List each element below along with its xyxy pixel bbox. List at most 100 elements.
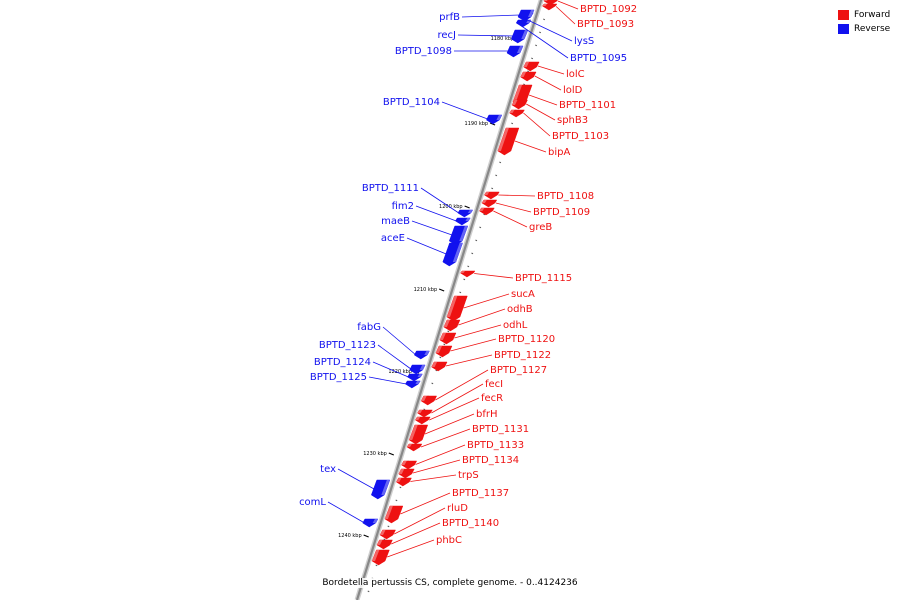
gene-label[interactable]: rluD <box>447 503 468 514</box>
gene-label[interactable]: bfrH <box>476 409 498 420</box>
gene-label[interactable]: BPTD_1095 <box>570 53 627 64</box>
gene-label[interactable]: phbC <box>436 535 462 546</box>
gene-glyph[interactable] <box>446 295 468 322</box>
gene-label[interactable]: lysS <box>574 36 594 47</box>
gene-label[interactable]: greB <box>529 222 552 233</box>
gene-label[interactable]: trpS <box>458 470 479 481</box>
gene-glyph[interactable] <box>395 477 412 487</box>
gene-label[interactable]: fim2 <box>392 201 414 212</box>
gene-label[interactable]: BPTD_1098 <box>395 46 452 57</box>
gene-label[interactable]: BPTD_1133 <box>467 440 524 451</box>
gene-feature[interactable] <box>484 191 500 200</box>
gene-glyph[interactable] <box>517 9 535 22</box>
gene-feature[interactable] <box>510 29 529 44</box>
gene-glyph[interactable] <box>481 199 498 208</box>
gene-feature[interactable] <box>398 468 415 479</box>
gene-label[interactable]: recJ <box>438 30 457 41</box>
gene-label[interactable]: BPTD_1137 <box>452 488 509 499</box>
gene-feature[interactable] <box>376 539 393 550</box>
gene-glyph[interactable] <box>414 416 431 425</box>
gene-feature[interactable] <box>371 549 390 566</box>
gene-glyph[interactable] <box>420 395 438 406</box>
gene-label[interactable]: BPTD_1115 <box>515 273 572 284</box>
gene-glyph[interactable] <box>479 207 495 216</box>
gene-label[interactable]: BPTD_1124 <box>314 357 371 368</box>
gene-feature[interactable] <box>401 460 418 470</box>
gene-feature[interactable] <box>455 217 471 226</box>
gene-glyph[interactable] <box>406 443 423 452</box>
gene-feature[interactable] <box>420 395 438 406</box>
gene-glyph[interactable] <box>362 518 379 528</box>
gene-feature[interactable] <box>371 479 391 500</box>
gene-feature[interactable] <box>442 242 463 267</box>
gene-feature[interactable] <box>408 424 429 445</box>
gene-feature[interactable] <box>407 373 423 382</box>
gene-feature[interactable] <box>405 380 421 389</box>
gene-glyph[interactable] <box>506 45 524 58</box>
gene-feature[interactable] <box>446 295 468 322</box>
gene-feature[interactable] <box>448 225 469 246</box>
gene-feature[interactable] <box>431 361 448 372</box>
gene-feature[interactable] <box>481 199 498 208</box>
gene-label[interactable]: lolC <box>566 69 585 80</box>
gene-label[interactable]: fecR <box>481 393 503 404</box>
gene-glyph[interactable] <box>542 3 558 11</box>
gene-glyph[interactable] <box>431 361 448 372</box>
gene-feature[interactable] <box>460 270 476 278</box>
gene-label[interactable]: BPTD_1104 <box>383 97 440 108</box>
gene-feature[interactable] <box>511 99 528 110</box>
gene-label[interactable]: BPTD_1131 <box>472 424 529 435</box>
gene-feature[interactable] <box>497 127 520 156</box>
gene-glyph[interactable] <box>511 99 528 110</box>
gene-glyph[interactable] <box>510 29 529 44</box>
gene-feature[interactable] <box>395 477 412 487</box>
gene-feature[interactable] <box>443 319 461 332</box>
gene-feature[interactable] <box>414 416 431 425</box>
gene-feature[interactable] <box>543 0 559 6</box>
gene-label[interactable]: BPTD_1122 <box>494 350 551 361</box>
gene-glyph[interactable] <box>398 468 415 479</box>
gene-label[interactable]: BPTD_1093 <box>577 19 634 30</box>
gene-label[interactable]: BPTD_1092 <box>580 4 637 15</box>
gene-glyph[interactable] <box>371 549 390 566</box>
gene-label[interactable]: fabG <box>357 322 381 333</box>
gene-feature[interactable] <box>362 518 379 528</box>
gene-label[interactable]: aceE <box>381 233 405 244</box>
gene-feature[interactable] <box>439 332 457 345</box>
gene-feature[interactable] <box>417 409 433 418</box>
gene-glyph[interactable] <box>497 127 520 156</box>
gene-glyph[interactable] <box>455 217 471 226</box>
gene-feature[interactable] <box>479 207 495 216</box>
gene-label[interactable]: bipA <box>548 147 570 158</box>
gene-label[interactable]: BPTD_1111 <box>362 183 419 194</box>
gene-label[interactable]: odhB <box>507 304 533 315</box>
gene-label[interactable]: sphB3 <box>557 115 588 126</box>
gene-glyph[interactable] <box>408 424 429 445</box>
gene-feature[interactable] <box>509 109 525 118</box>
gene-glyph[interactable] <box>435 345 453 358</box>
gene-glyph[interactable] <box>417 409 433 418</box>
gene-glyph[interactable] <box>379 529 396 540</box>
gene-label[interactable]: comL <box>299 497 326 508</box>
gene-feature[interactable] <box>457 209 474 218</box>
gene-glyph[interactable] <box>543 0 559 6</box>
gene-feature[interactable] <box>520 71 537 82</box>
gene-glyph[interactable] <box>405 380 421 389</box>
gene-glyph[interactable] <box>520 71 537 82</box>
gene-feature[interactable] <box>506 45 524 58</box>
gene-label[interactable]: BPTD_1125 <box>310 372 367 383</box>
gene-glyph[interactable] <box>460 270 476 278</box>
gene-label[interactable]: prfB <box>439 12 460 23</box>
gene-feature[interactable] <box>406 443 423 452</box>
gene-label[interactable]: BPTD_1103 <box>552 131 609 142</box>
gene-glyph[interactable] <box>401 460 418 470</box>
gene-glyph[interactable] <box>457 209 474 218</box>
gene-label[interactable]: BPTD_1134 <box>462 455 519 466</box>
gene-feature[interactable] <box>413 350 430 360</box>
gene-label[interactable]: BPTD_1101 <box>559 100 616 111</box>
gene-glyph[interactable] <box>413 350 430 360</box>
gene-label[interactable]: BPTD_1140 <box>442 518 499 529</box>
gene-feature[interactable] <box>384 505 404 524</box>
gene-label[interactable]: lolD <box>563 85 583 96</box>
gene-feature[interactable] <box>409 364 426 375</box>
